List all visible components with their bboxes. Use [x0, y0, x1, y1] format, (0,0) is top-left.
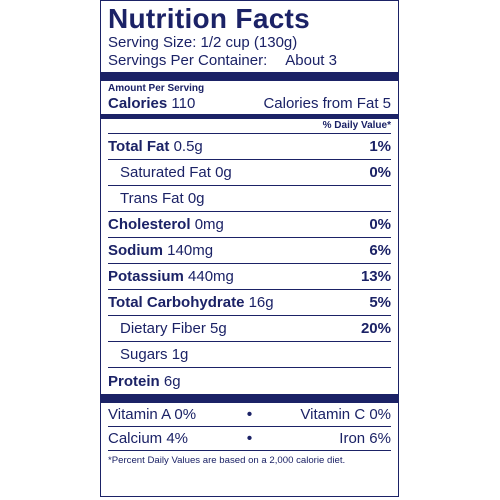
nutrient-row-sodium: Sodium 140mg 6%	[108, 238, 391, 264]
nutrient-dv: 20%	[360, 320, 391, 337]
nutrient-row-trans-fat: Trans Fat 0g	[108, 186, 391, 212]
vitamin-row: Calcium 4% • Iron 6%	[108, 427, 391, 451]
nutrient-amount: 0g	[215, 164, 232, 181]
calories-from-fat: Calories from Fat 5	[263, 95, 391, 112]
nutrient-name: Trans Fat	[120, 190, 184, 207]
nutrient-amount: 440mg	[188, 268, 234, 285]
nutrient-amount: 1g	[171, 346, 189, 363]
nutrient-amount: 0mg	[194, 216, 224, 233]
nutrient-dv: 0%	[369, 164, 391, 181]
nutrient-name: Cholesterol	[108, 216, 191, 233]
bullet-icon: •	[246, 430, 253, 447]
vitamin-right: Vitamin C 0%	[300, 406, 391, 423]
nutrient-amount: 5g	[210, 320, 227, 337]
nutrient-name: Total Carbohydrate	[108, 294, 245, 311]
servings-per-container-label: Servings Per Container:	[108, 52, 268, 69]
vitamin-left: Vitamin A 0%	[108, 406, 197, 423]
medium-divider	[101, 114, 398, 119]
nutrient-amount: 140mg	[167, 242, 214, 259]
nutrient-row-total-fat: Total Fat 0.5g 1%	[108, 134, 391, 160]
bullet-icon: •	[246, 406, 253, 423]
vitamin-left: Calcium 4%	[108, 430, 189, 447]
nutrient-row-potassium: Potassium 440mg 13%	[108, 264, 391, 290]
nutrient-row-cholesterol: Cholesterol 0mg 0%	[108, 212, 391, 238]
calories-value: 110	[171, 95, 196, 112]
nutrient-name: Sodium	[108, 242, 163, 259]
calories-from-fat-value: 5	[382, 95, 391, 112]
nutrient-row-dietary-fiber: Dietary Fiber 5g 20%	[108, 316, 391, 342]
nutrient-name: Saturated Fat	[120, 164, 211, 181]
calories: Calories 110	[108, 95, 195, 112]
nutrient-row-protein: Protein 6g	[108, 368, 391, 394]
nutrient-dv: 13%	[360, 268, 391, 285]
vitamin-right: Iron 6%	[339, 430, 391, 447]
calories-from-fat-label: Calories from Fat	[263, 95, 379, 112]
serving-size: Serving Size: 1/2 cup (130g)	[108, 34, 391, 52]
vitamin-row: Vitamin A 0% • Vitamin C 0%	[108, 403, 391, 427]
nutrient-name: Sugars	[120, 346, 168, 363]
nutrient-name: Dietary Fiber	[120, 320, 206, 337]
thick-divider	[101, 72, 398, 81]
daily-value-header: % Daily Value*	[108, 119, 391, 134]
nutrient-row-saturated-fat: Saturated Fat 0g 0%	[108, 160, 391, 186]
footnote: *Percent Daily Values are based on a 2,0…	[108, 455, 346, 466]
nutrient-dv: 6%	[369, 242, 391, 259]
amount-per-serving: Amount Per Serving	[108, 83, 205, 94]
nutrient-name: Total Fat	[108, 138, 170, 155]
nutrient-name: Protein	[108, 372, 160, 390]
servings-per-container: Servings Per Container: About 3	[108, 52, 391, 70]
calories-row: Calories 110 Calories from Fat 5	[108, 95, 391, 114]
calories-label: Calories	[108, 95, 168, 112]
nutrient-amount: 0.5g	[173, 138, 203, 155]
nutrient-row-sugars: Sugars 1g	[108, 342, 391, 368]
nutrient-amount: 6g	[163, 372, 181, 390]
serving-size-text: Serving Size: 1/2 cup (130g)	[108, 34, 298, 51]
nutrient-dv: 5%	[369, 294, 391, 311]
nutrition-facts-label: Nutrition Facts Serving Size: 1/2 cup (1…	[100, 0, 399, 497]
label-title: Nutrition Facts	[108, 3, 311, 34]
nutrient-amount: 16g	[248, 294, 274, 311]
nutrient-dv: 1%	[369, 138, 391, 155]
nutrient-amount: 0g	[187, 190, 205, 207]
servings-per-container-value: About 3	[285, 52, 337, 69]
nutrient-dv: 0%	[369, 216, 391, 233]
nutrient-name: Potassium	[108, 268, 184, 285]
nutrient-row-total-carbohydrate: Total Carbohydrate 16g 5%	[108, 290, 391, 316]
thick-divider	[101, 394, 398, 403]
